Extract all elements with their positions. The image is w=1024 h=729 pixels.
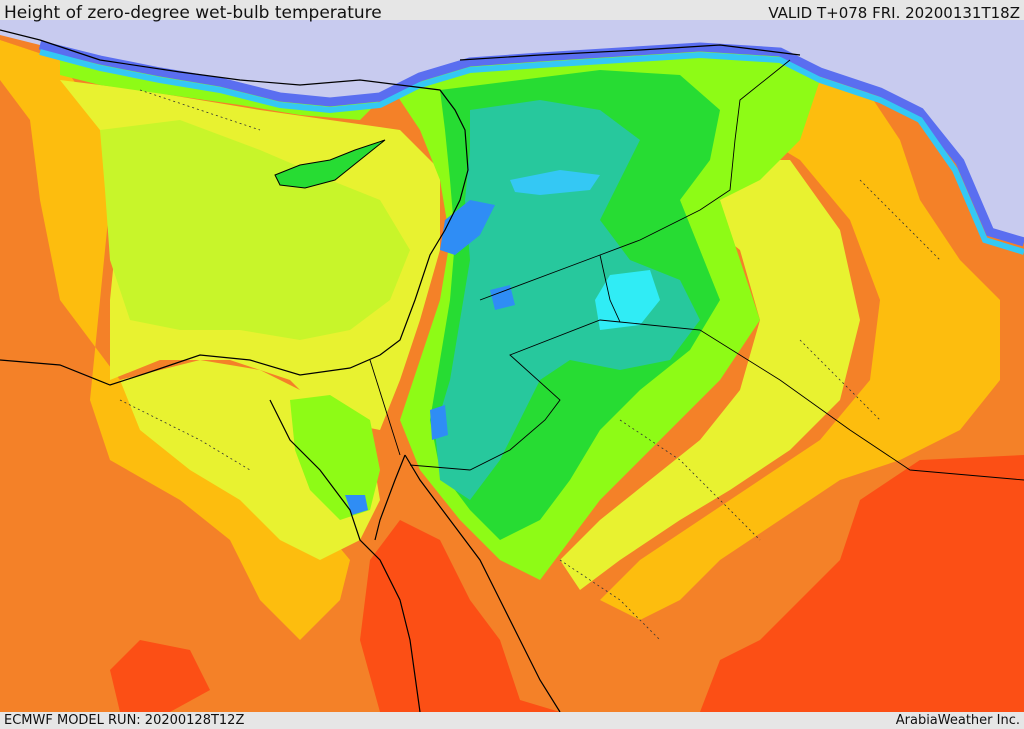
red-orange-field-east <box>700 455 1024 712</box>
coastlines <box>0 29 801 712</box>
yellow-field-arabia <box>560 160 860 590</box>
province-borders <box>119 89 941 641</box>
footer-bar: ECMWF MODEL RUN: 20200128T12Z ArabiaWeat… <box>0 712 1024 729</box>
lime-field-sinai <box>290 395 380 520</box>
blue-field-sinai-spot <box>345 495 368 515</box>
map-title: Height of zero-degree wet-bulb temperatu… <box>4 3 382 23</box>
blue-field-jordan-spot <box>430 405 448 440</box>
cyan-field-iraq-border <box>595 270 660 330</box>
weather-map[interactable] <box>0 20 1024 712</box>
header-bar: Height of zero-degree wet-bulb temperatu… <box>0 0 1024 23</box>
teal-field-syria-jordan <box>435 100 700 500</box>
blue-field-syria-band <box>510 170 600 195</box>
map-field-svg <box>0 20 1024 712</box>
cyprus-island <box>274 139 386 189</box>
credit-label: ArabiaWeather Inc. <box>895 713 1020 728</box>
gold-field-arabia <box>600 60 1000 620</box>
red-orange-field-southwest <box>110 640 210 712</box>
model-run-label: ECMWF MODEL RUN: 20200128T12Z <box>4 713 245 728</box>
cold-field-north <box>0 20 1024 240</box>
lime-field-egypt <box>100 120 410 340</box>
blue-field-syria-spot <box>490 285 515 310</box>
red-orange-field-redsea <box>360 520 560 712</box>
valid-time-label: VALID T+078 FRI. 20200131T18Z <box>768 4 1020 22</box>
country-borders <box>369 59 1024 481</box>
cold-edge-cyan-north <box>39 49 1024 255</box>
cold-edge-blue-north <box>38 40 1024 247</box>
